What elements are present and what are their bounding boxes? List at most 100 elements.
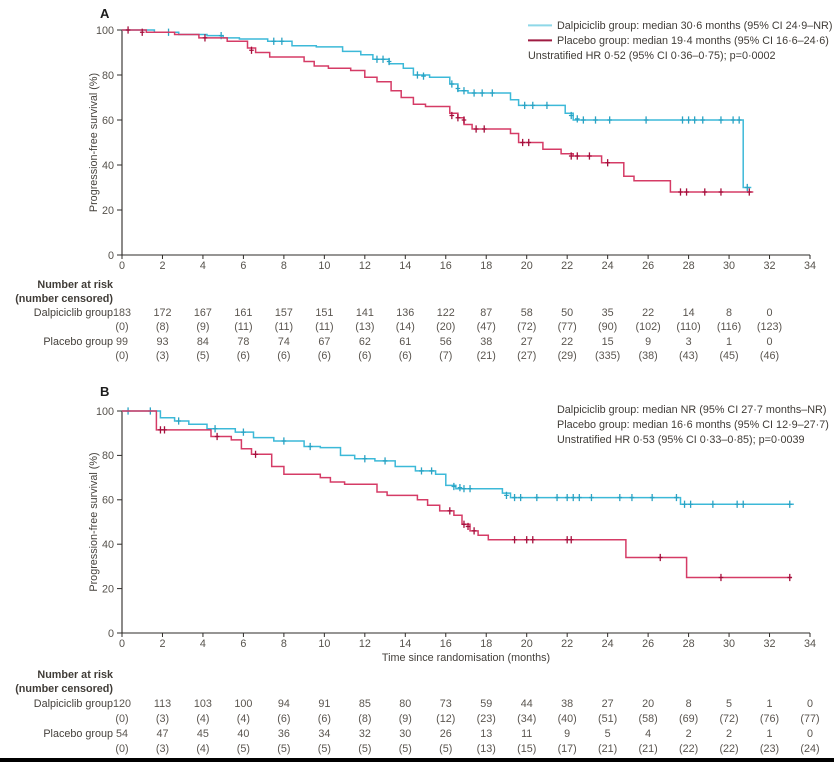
risk-cell-n: 50 bbox=[561, 307, 573, 319]
risk-cell-n: 26 bbox=[440, 728, 452, 740]
risk-cell-censored: (40) bbox=[558, 713, 577, 725]
risk-cell-n: 0 bbox=[807, 698, 813, 710]
risk-cell-n: 151 bbox=[315, 307, 333, 319]
censor-mark bbox=[481, 125, 487, 133]
x-tick-label: 6 bbox=[240, 260, 246, 272]
censor-mark bbox=[534, 493, 540, 502]
risk-cell-censored: (69) bbox=[679, 713, 698, 725]
x-tick-label: 34 bbox=[804, 638, 816, 650]
legend-text: Unstratified HR 0·52 (95% CI 0·36–0·75);… bbox=[528, 50, 776, 62]
risk-cell-n: 35 bbox=[602, 307, 614, 319]
risk-cell-n: 74 bbox=[278, 336, 290, 348]
x-tick-label: 4 bbox=[200, 260, 206, 272]
censor-mark bbox=[202, 34, 208, 42]
y-tick-label: 60 bbox=[102, 115, 114, 127]
risk-cell-censored: (72) bbox=[719, 713, 738, 725]
censor-mark bbox=[524, 536, 530, 544]
risk-cell-censored: (90) bbox=[598, 321, 617, 333]
risk-cell-n: 183 bbox=[113, 307, 131, 319]
x-tick-label: 2 bbox=[159, 260, 165, 272]
x-tick-label: 22 bbox=[561, 260, 573, 272]
censor-mark bbox=[577, 493, 582, 502]
censor-mark bbox=[581, 116, 586, 124]
censor-mark bbox=[512, 536, 517, 544]
censor-mark bbox=[461, 485, 467, 493]
legend-text: Dalpiciclib group: median 30·6 months (9… bbox=[557, 20, 832, 32]
risk-cell-censored: (46) bbox=[760, 350, 779, 362]
risk-cell-censored: (6) bbox=[277, 350, 290, 362]
censor-mark bbox=[787, 573, 793, 582]
censor-mark bbox=[374, 55, 380, 63]
y-axis-title: Progression-free survival (%) bbox=[88, 452, 100, 591]
risk-cell-n: 157 bbox=[275, 307, 293, 319]
risk-cell-censored: (58) bbox=[639, 713, 658, 725]
panel-letter-a: A bbox=[100, 6, 110, 21]
risk-cell-n: 80 bbox=[399, 698, 411, 710]
x-tick-label: 16 bbox=[440, 638, 452, 650]
risk-cell-censored: (11) bbox=[315, 321, 333, 333]
risk-cell-n: 62 bbox=[359, 336, 371, 348]
censor-mark bbox=[589, 493, 594, 502]
censor-mark bbox=[380, 55, 386, 63]
x-tick-label: 34 bbox=[804, 260, 816, 272]
risk-cell-censored: (24) bbox=[800, 743, 819, 755]
risk-cell-n: 45 bbox=[197, 728, 209, 740]
risk-cell-n: 14 bbox=[683, 307, 695, 319]
risk-cell-censored: (5) bbox=[318, 743, 331, 755]
risk-cell-n: 136 bbox=[396, 307, 414, 319]
censor-mark bbox=[281, 437, 287, 445]
risk-cell-n: 87 bbox=[480, 307, 492, 319]
risk-cell-n: 122 bbox=[437, 307, 455, 319]
censor-mark bbox=[730, 116, 736, 124]
censor-mark bbox=[461, 87, 467, 95]
risk-cell-censored: (7) bbox=[439, 350, 452, 362]
x-tick-label: 10 bbox=[318, 638, 330, 650]
risk-cell-n: 54 bbox=[116, 728, 128, 740]
censor-mark bbox=[564, 536, 570, 544]
risk-cell-censored: (11) bbox=[234, 321, 252, 333]
risk-cell-n: 93 bbox=[156, 336, 168, 348]
risk-cell-n: 11 bbox=[521, 728, 532, 740]
risk-cell-censored: (21) bbox=[598, 743, 617, 755]
censor-mark bbox=[471, 89, 477, 97]
censor-mark bbox=[490, 89, 495, 97]
censor-mark bbox=[253, 450, 258, 458]
risk-cell-censored: (13) bbox=[477, 743, 496, 755]
risk-cell-censored: (9) bbox=[399, 713, 412, 725]
censor-mark bbox=[649, 493, 655, 502]
censor-mark bbox=[688, 500, 693, 508]
censor-mark bbox=[568, 536, 574, 544]
censor-mark bbox=[473, 125, 479, 133]
risk-cell-n: 2 bbox=[726, 728, 732, 740]
risk-cell-n: 100 bbox=[234, 698, 252, 710]
risk-cell-censored: (6) bbox=[237, 350, 250, 362]
x-tick-label: 30 bbox=[723, 260, 735, 272]
risk-cell-n: 4 bbox=[645, 728, 651, 740]
risk-cell-n: 1 bbox=[726, 336, 732, 348]
risk-cell-n: 13 bbox=[480, 728, 492, 740]
risk-cell-censored: (5) bbox=[237, 743, 250, 755]
censor-mark bbox=[564, 493, 570, 502]
axes bbox=[121, 30, 810, 256]
risk-cell-censored: (4) bbox=[196, 743, 209, 755]
censor-mark bbox=[139, 28, 145, 36]
legend-text: Placebo group: median 19·4 months (95% C… bbox=[557, 35, 829, 47]
risk-table-header: Number at risk bbox=[37, 279, 114, 291]
risk-cell-censored: (0) bbox=[115, 743, 128, 755]
censor-mark bbox=[570, 493, 576, 502]
risk-row-label: Placebo group bbox=[43, 336, 113, 348]
censor-mark bbox=[574, 115, 580, 123]
risk-cell-n: 27 bbox=[602, 698, 614, 710]
risk-cell-n: 73 bbox=[440, 698, 452, 710]
censor-mark bbox=[718, 116, 724, 124]
x-tick-label: 12 bbox=[359, 638, 371, 650]
risk-cell-n: 15 bbox=[602, 336, 614, 348]
x-tick-label: 20 bbox=[521, 260, 533, 272]
censor-mark bbox=[214, 432, 220, 441]
x-tick-label: 16 bbox=[440, 260, 452, 272]
risk-cell-censored: (22) bbox=[679, 743, 698, 755]
risk-cell-censored: (22) bbox=[719, 743, 738, 755]
censor-mark bbox=[702, 188, 708, 196]
censor-mark bbox=[467, 485, 473, 493]
